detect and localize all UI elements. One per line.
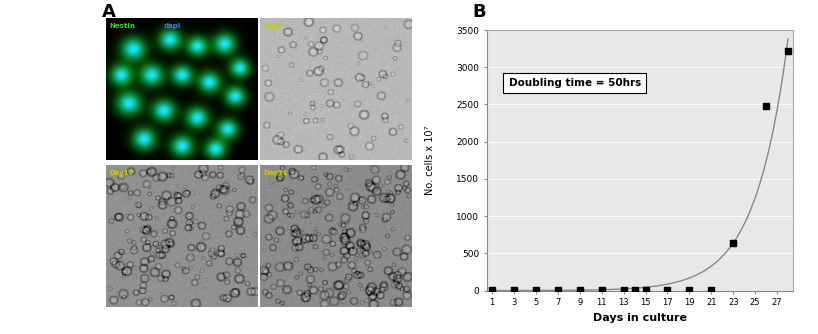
Point — [617, 287, 630, 293]
Point — [726, 240, 739, 245]
Point — [596, 288, 609, 293]
Point — [507, 288, 520, 293]
Text: B: B — [473, 3, 487, 21]
Point — [705, 287, 718, 293]
Point — [529, 288, 542, 293]
Text: Day6: Day6 — [263, 23, 283, 29]
Text: Day31: Day31 — [263, 170, 288, 176]
Point — [573, 288, 587, 293]
Point — [760, 103, 773, 109]
Point — [628, 287, 641, 293]
Point — [486, 288, 499, 293]
Point — [661, 287, 674, 293]
Point — [683, 287, 696, 293]
Text: A: A — [102, 3, 116, 21]
Point — [781, 48, 794, 53]
Y-axis label: No. cells x 10⁷: No. cells x 10⁷ — [425, 126, 434, 195]
Text: dapi: dapi — [164, 23, 182, 29]
Text: Doubling time = 50hrs: Doubling time = 50hrs — [509, 78, 640, 88]
Text: Nestin: Nestin — [110, 23, 135, 29]
Point — [639, 288, 652, 293]
X-axis label: Days in culture: Days in culture — [593, 313, 687, 323]
Point — [551, 288, 564, 293]
Text: Day17: Day17 — [110, 170, 134, 176]
